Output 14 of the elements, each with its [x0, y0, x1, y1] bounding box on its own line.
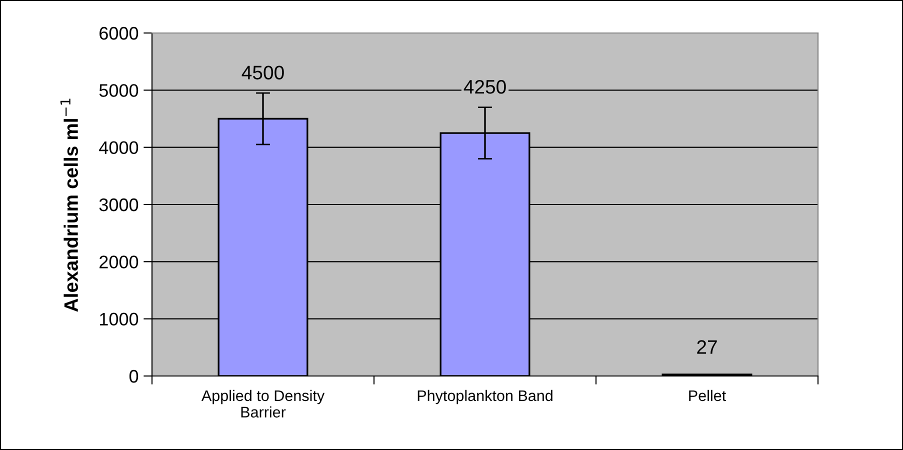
- y-tick-label: 3000: [99, 198, 138, 212]
- x-tick-label: Phytoplankton Band: [418, 390, 552, 404]
- y-tick-label: 5000: [99, 84, 138, 97]
- y-tick-label: 4000: [99, 141, 138, 154]
- y-tick-label: 1000: [100, 312, 138, 326]
- y-axis-title: Alexandrium cells ml$^{−1}$: [60, 98, 78, 312]
- data-label: 4250: [464, 80, 506, 94]
- data-label: 27: [697, 340, 717, 354]
- y-tick-label: 0: [129, 370, 138, 383]
- data-label: 4500: [242, 66, 284, 80]
- y-tick-label: 2000: [100, 256, 138, 268]
- y-tick-label: 6000: [100, 26, 138, 40]
- x-tick-label: Applied to Density Barrier: [201, 390, 325, 418]
- x-tick-label: Pellet: [689, 390, 726, 402]
